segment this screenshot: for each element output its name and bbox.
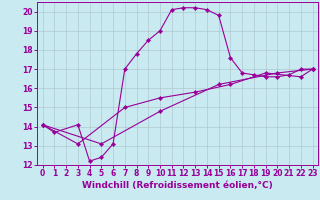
X-axis label: Windchill (Refroidissement éolien,°C): Windchill (Refroidissement éolien,°C) [82,181,273,190]
